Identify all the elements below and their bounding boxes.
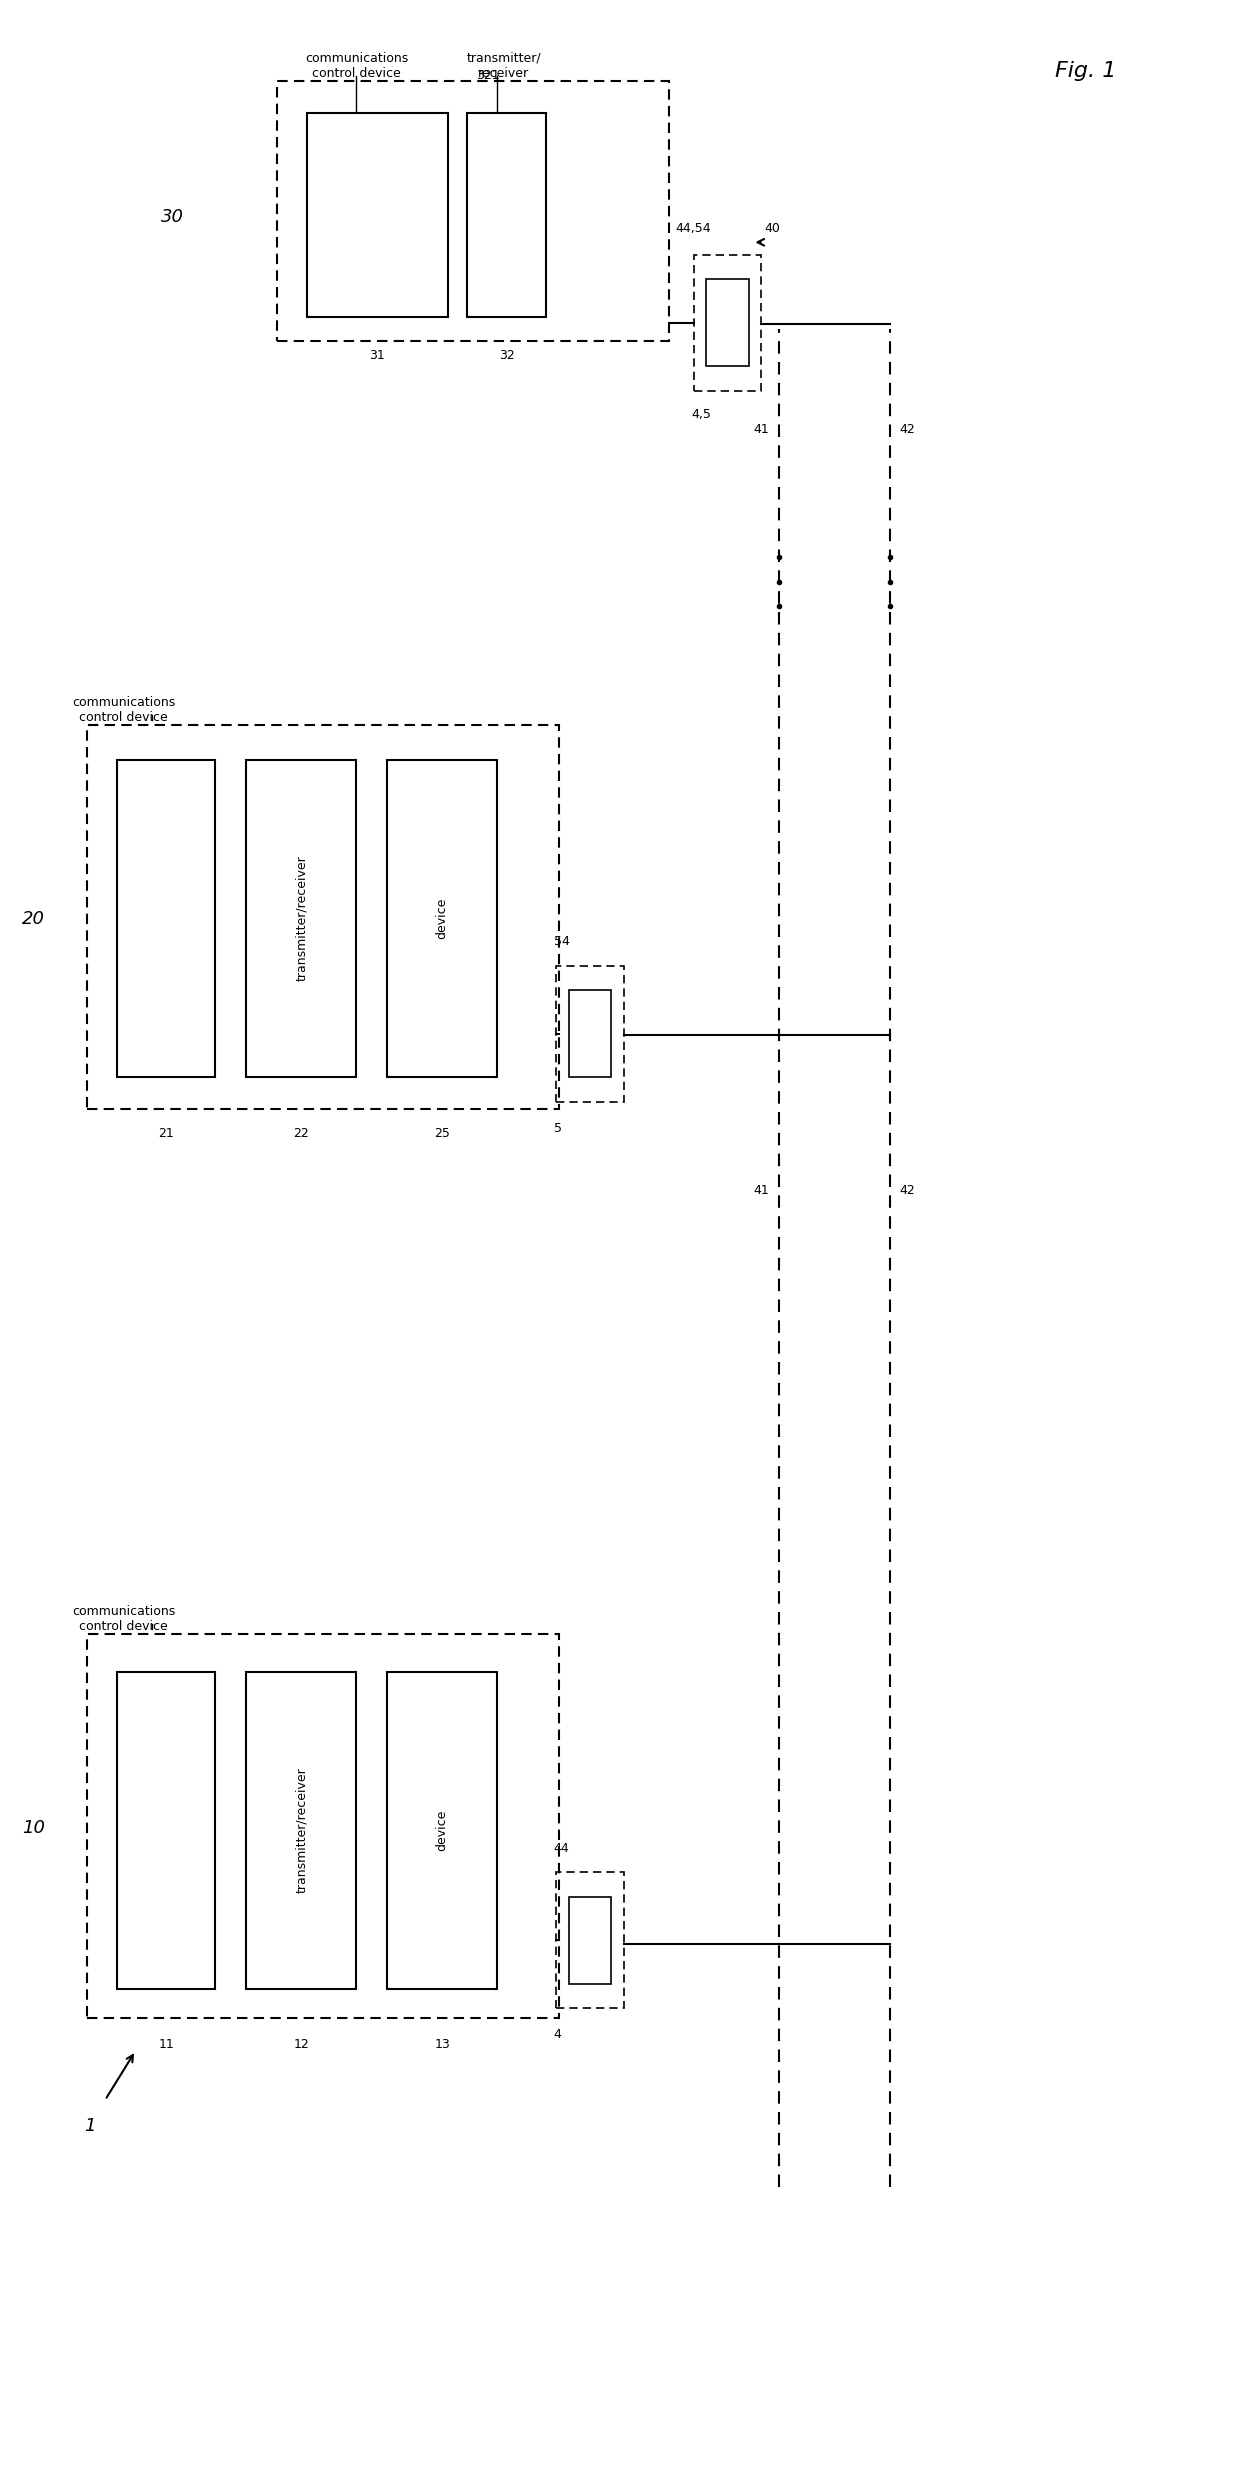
Text: 10: 10	[22, 1818, 46, 1836]
Text: 42: 42	[899, 1183, 915, 1196]
Text: 32: 32	[500, 349, 515, 361]
Text: 5: 5	[554, 1121, 562, 1133]
Text: 11: 11	[159, 2038, 174, 2050]
Bar	[568, 1898, 611, 1983]
Bar	[246, 1671, 356, 1988]
Text: communications
control device: communications control device	[305, 52, 408, 80]
Text: 4: 4	[554, 2028, 562, 2040]
Text: 41: 41	[754, 1183, 770, 1196]
Bar	[557, 1873, 624, 2008]
Text: 25: 25	[434, 1126, 450, 1138]
Bar	[693, 254, 761, 391]
Text: device: device	[435, 1808, 449, 1851]
Bar	[387, 1671, 497, 1988]
Text: transmitter/
receiver: transmitter/ receiver	[466, 52, 541, 80]
Bar	[87, 725, 559, 1108]
Text: 30: 30	[161, 209, 184, 227]
Text: 42: 42	[899, 423, 915, 436]
Text: device: device	[435, 897, 449, 939]
Text: 20: 20	[22, 909, 46, 927]
Bar	[308, 115, 449, 316]
Bar	[87, 1634, 559, 2018]
Text: 12: 12	[294, 2038, 309, 2050]
Text: 54: 54	[554, 934, 569, 949]
Text: 22: 22	[294, 1126, 309, 1138]
Text: 44: 44	[554, 1841, 569, 1856]
Bar	[277, 82, 670, 341]
Text: 44,54: 44,54	[675, 222, 711, 234]
Text: 40: 40	[765, 222, 780, 234]
Bar	[466, 115, 547, 316]
Text: 4,5: 4,5	[691, 409, 711, 421]
Bar	[706, 279, 749, 366]
Text: 31: 31	[370, 349, 386, 361]
Bar	[387, 760, 497, 1076]
Bar	[557, 967, 624, 1101]
Text: 41: 41	[754, 423, 770, 436]
Bar	[118, 1671, 216, 1988]
Text: 1: 1	[84, 2117, 95, 2135]
Bar	[118, 760, 216, 1076]
Text: communications
control device: communications control device	[72, 1604, 175, 1632]
Text: 13: 13	[434, 2038, 450, 2050]
Text: transmitter/receiver: transmitter/receiver	[295, 854, 308, 981]
Text: 21: 21	[159, 1126, 174, 1138]
Text: 321: 321	[476, 70, 500, 82]
Text: communications
control device: communications control device	[72, 695, 175, 722]
Text: Fig. 1: Fig. 1	[1055, 62, 1116, 82]
Text: transmitter/receiver: transmitter/receiver	[295, 1766, 308, 1893]
Bar	[246, 760, 356, 1076]
Bar	[568, 991, 611, 1076]
